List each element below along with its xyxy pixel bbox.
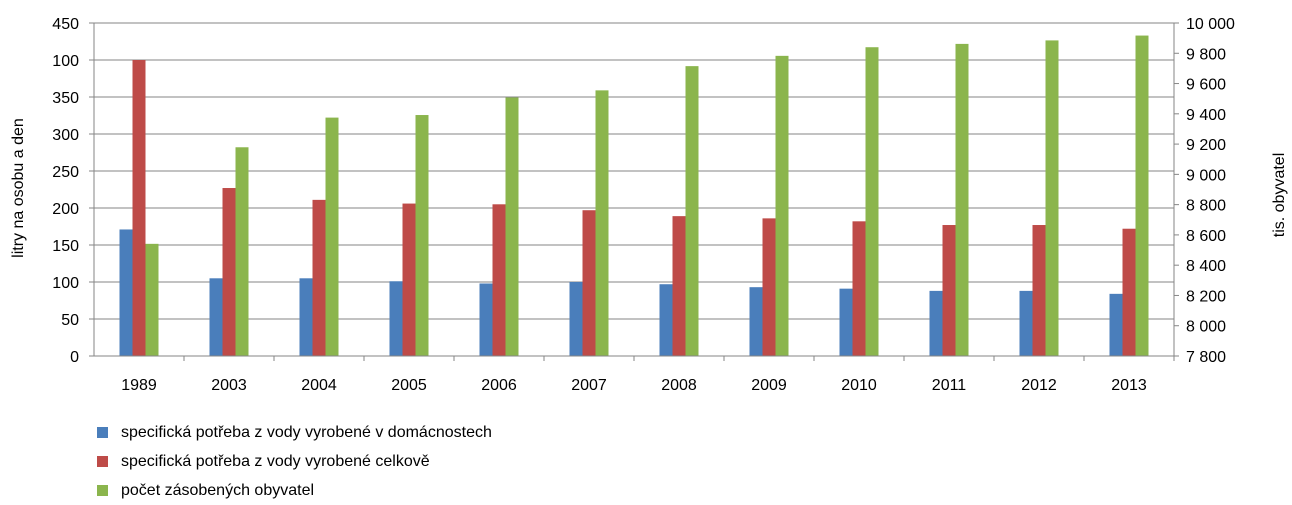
bar xyxy=(222,188,236,356)
bar xyxy=(595,90,609,357)
y2-tick-label: 8 800 xyxy=(1186,198,1226,215)
bar xyxy=(865,47,879,357)
x-tick-label: 2011 xyxy=(932,377,967,394)
y-tick-label: 50 xyxy=(61,312,79,329)
bar xyxy=(415,115,429,357)
y2-tick-label: 7 800 xyxy=(1186,349,1226,366)
bar xyxy=(132,60,146,356)
bar xyxy=(402,203,416,356)
bar xyxy=(1045,40,1059,356)
bar xyxy=(505,97,519,356)
y-tick-label: 450 xyxy=(52,16,79,33)
x-tick-label: 2005 xyxy=(391,377,427,394)
bar xyxy=(749,287,763,356)
y2-tick-label: 10 000 xyxy=(1186,16,1235,33)
bar xyxy=(479,283,493,356)
bar xyxy=(775,55,789,356)
bar xyxy=(569,282,583,356)
y2-tick-label: 9 400 xyxy=(1186,107,1226,124)
legend: specifická potřeba z vody vyrobené v dom… xyxy=(97,418,492,505)
legend-item: specifická potřeba z vody vyrobené v dom… xyxy=(97,418,492,447)
x-tick-label: 1989 xyxy=(121,377,157,394)
y-tick-label: 100 xyxy=(52,275,79,292)
y2-tick-label: 8 200 xyxy=(1186,288,1226,305)
legend-label: specifická potřeba z vody vyrobené celko… xyxy=(121,452,430,470)
y-tick-label: 150 xyxy=(52,238,79,255)
bar xyxy=(942,225,956,356)
y-axis-label: litry na osobu a den xyxy=(10,118,27,258)
axes xyxy=(89,22,1179,361)
tick-labels: 0 50 100 150 200 250 300 350 100 450 7 800 8 000 8 2… xyxy=(52,16,1235,394)
bar xyxy=(1135,35,1149,357)
bar xyxy=(325,117,339,357)
y-tick-label: 250 xyxy=(52,164,79,181)
bar xyxy=(672,216,686,356)
y2-tick-label: 8 600 xyxy=(1186,228,1226,245)
legend-item: specifická potřeba z vody vyrobené celko… xyxy=(97,447,492,476)
bar xyxy=(582,210,596,356)
x-tick-label: 2009 xyxy=(751,377,787,394)
bar xyxy=(685,66,699,356)
x-tick-label: 2007 xyxy=(571,377,607,394)
x-tick-label: 2010 xyxy=(841,377,877,394)
y2-tick-label: 9 200 xyxy=(1186,137,1226,154)
bar xyxy=(389,281,403,356)
x-tick-label: 2003 xyxy=(211,377,247,394)
bar xyxy=(209,278,223,356)
legend-swatch xyxy=(97,427,108,438)
legend-item: počet zásobených obyvatel xyxy=(97,476,492,505)
y-tick-label: 100 xyxy=(52,53,79,70)
bar xyxy=(119,229,133,356)
y2-tick-label: 9 800 xyxy=(1186,46,1226,63)
bar xyxy=(1032,225,1046,356)
bar xyxy=(145,243,159,356)
y-tick-label: 350 xyxy=(52,90,79,107)
y2-tick-label: 8 000 xyxy=(1186,319,1226,336)
bar xyxy=(312,199,326,356)
y2-tick-label: 8 400 xyxy=(1186,258,1226,275)
bar xyxy=(852,221,866,356)
x-tick-label: 2006 xyxy=(481,377,517,394)
bar xyxy=(762,218,776,356)
bars xyxy=(119,35,1149,357)
legend-swatch xyxy=(97,456,108,467)
bar xyxy=(659,284,673,356)
bar xyxy=(235,147,249,356)
x-tick-label: 2012 xyxy=(1021,377,1057,394)
y2-tick-label: 9 000 xyxy=(1186,167,1226,184)
chart: 0 50 100 150 200 250 300 350 100 450 7 800 8 000 8 2… xyxy=(10,16,1288,394)
bar xyxy=(299,278,313,356)
x-tick-label: 2004 xyxy=(301,377,337,394)
bar xyxy=(929,290,943,356)
y-tick-label: 0 xyxy=(70,349,79,366)
x-tick-label: 2013 xyxy=(1111,377,1147,394)
x-tick-label: 2008 xyxy=(661,377,697,394)
legend-swatch xyxy=(97,485,108,496)
legend-label: specifická potřeba z vody vyrobené v dom… xyxy=(121,423,492,441)
y2-tick-label: 9 600 xyxy=(1186,77,1226,94)
y-tick-label: 200 xyxy=(52,201,79,218)
bar xyxy=(1122,228,1136,356)
bar xyxy=(1019,290,1033,356)
gridlines xyxy=(94,22,1174,320)
y-tick-label: 300 xyxy=(52,127,79,144)
bar xyxy=(1109,293,1123,356)
bar xyxy=(955,43,969,356)
y2-axis-label: tis. obyvatel xyxy=(1271,153,1288,237)
bar xyxy=(492,204,506,356)
legend-label: počet zásobených obyvatel xyxy=(121,481,315,499)
bar xyxy=(839,288,853,356)
